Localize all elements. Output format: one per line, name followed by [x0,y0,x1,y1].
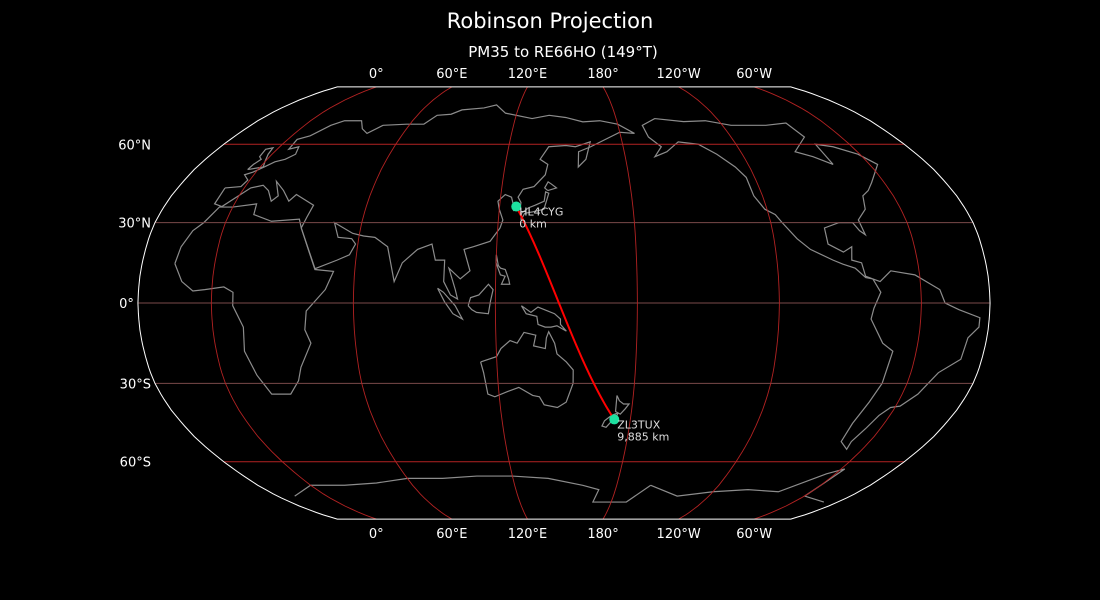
latitude-label: 30°N [118,217,151,232]
map-border [137,86,991,520]
coastline [480,330,574,409]
bottom-longitude-label: 60°E [436,527,467,542]
latitude-label: 60°N [118,138,151,153]
station-distance: 9,885 km [617,430,669,443]
top-longitude-label: 0° [369,67,384,82]
latitude-label: 0° [119,297,134,312]
map-title: Robinson Projection [446,9,654,33]
top-longitude-label: 60°W [736,67,772,82]
bottom-longitude-label: 0° [369,527,384,542]
great-circle-path [515,206,616,420]
coastline [247,146,275,171]
station-distance: 0 km [519,218,547,231]
top-longitude-label: 60°E [436,67,467,82]
station-callsign: HL4CYG [519,206,563,219]
station-marker [609,414,620,425]
coastline [495,254,511,285]
meridian-line [754,86,922,520]
coastline [294,475,652,503]
latitude-label: 60°S [120,456,151,471]
coastline [840,270,981,451]
latitude-label: 30°S [120,377,151,392]
coastline [520,191,550,221]
coastline [543,180,558,192]
coastline [174,203,335,395]
top-longitude-label: 120°W [657,67,701,82]
coastline [467,283,494,315]
meridian-line [352,86,453,520]
bottom-longitude-label: 180° [587,527,618,542]
meridian-line [678,86,780,520]
top-longitude-label: 180° [587,67,618,82]
meridian-line [602,86,638,520]
bottom-longitude-label: 60°W [736,527,772,542]
meridian-line [210,86,377,520]
map-subtitle: PM35 to RE66HO (149°T) [468,43,658,61]
coastline [641,117,879,280]
coastline [213,104,635,301]
coastline [650,468,846,503]
bottom-longitude-label: 120°E [508,527,548,542]
bottom-longitude-label: 120°W [657,527,701,542]
top-longitude-label: 120°E [508,67,548,82]
station-marker [511,201,522,212]
coastline [614,395,631,415]
coastline [437,287,464,321]
map-content [137,86,991,520]
meridian-line [494,86,528,520]
station-callsign: ZL3TUX [617,418,660,431]
coastline [520,305,567,332]
